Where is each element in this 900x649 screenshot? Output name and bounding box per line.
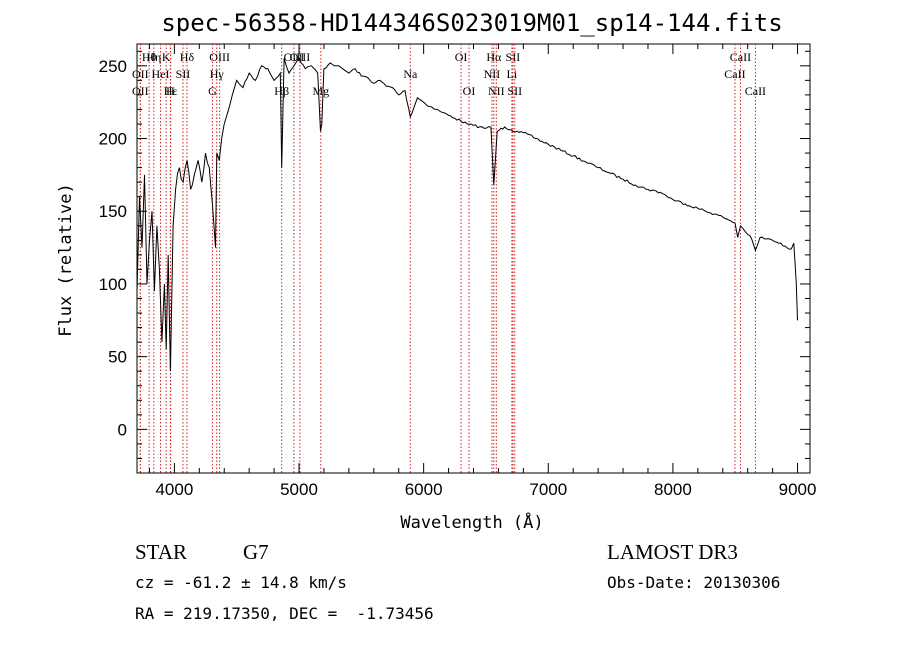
redshift-text: cz = -61.2 ± 14.8 km/s xyxy=(135,573,347,592)
spectral-line-label: H xyxy=(166,84,175,98)
x-tick-label: 8000 xyxy=(654,480,692,499)
spectral-line-label: Hα xyxy=(486,50,502,64)
spectral-line-label: OII xyxy=(132,84,149,98)
spectrum-line xyxy=(136,57,798,372)
y-tick-label: 100 xyxy=(99,275,127,294)
spectral-subclass: G7 xyxy=(243,540,269,564)
y-tick-label: 0 xyxy=(118,420,127,439)
spectral-line-label: OII xyxy=(132,67,149,81)
spectral-line-label: Mg xyxy=(312,84,329,98)
x-axis-ticks: 4000 5000 6000 7000 8000 9000 xyxy=(148,44,817,499)
x-tick-label: 5000 xyxy=(280,480,318,499)
spectral-line-label: OI xyxy=(455,50,468,64)
plot-frame xyxy=(136,43,811,474)
x-axis-label: Wavelength (Å) xyxy=(400,511,543,533)
spectral-line-label: Hγ xyxy=(210,67,225,81)
spectral-line-label: SII xyxy=(507,84,522,98)
spectral-line-label: K xyxy=(162,50,171,64)
y-tick-label: 250 xyxy=(99,57,127,76)
object-type: STAR xyxy=(135,540,187,564)
x-tick-label: 4000 xyxy=(155,480,193,499)
obs-date-text: Obs-Date: 20130306 xyxy=(607,573,781,592)
spectral-line-label: SII xyxy=(506,50,521,64)
chart-title: spec-56358-HD144346S023019M01_sp14-144.f… xyxy=(161,9,782,37)
spectral-line-label: OIII xyxy=(290,50,311,64)
spectral-line-label: NII xyxy=(484,67,501,81)
y-axis-label: Flux (relative) xyxy=(56,183,76,337)
spectral-line-label: Hη xyxy=(146,50,161,64)
y-axis-ticks: 0 50 100 150 200 250 xyxy=(99,50,810,459)
spectral-line-label: CaII xyxy=(724,67,745,81)
x-tick-label: 9000 xyxy=(779,480,817,499)
coordinates-text: RA = 219.17350, DEC = -1.73456 xyxy=(135,604,434,623)
spectral-line-label: CaII xyxy=(745,84,766,98)
spectral-line-label: Hδ xyxy=(180,50,195,64)
x-tick-label: 6000 xyxy=(405,480,443,499)
spectral-line-label: G xyxy=(208,84,217,98)
spectral-line-label: CaII xyxy=(730,50,751,64)
spectral-line-label: OI xyxy=(463,84,476,98)
spectral-line-label: Hβ xyxy=(274,84,289,98)
spectral-line-label: Hε xyxy=(164,84,178,98)
spectral-line-label: SII xyxy=(176,67,191,81)
spectral-line-label: Hθ xyxy=(142,50,157,64)
spectral-line-markers xyxy=(139,44,756,473)
survey-name: LAMOST DR3 xyxy=(607,540,738,564)
spectral-line-label: OIII xyxy=(209,50,230,64)
y-tick-label: 150 xyxy=(99,202,127,221)
spectral-line-label: Li xyxy=(507,67,518,81)
y-tick-label: 200 xyxy=(99,130,127,149)
x-tick-label: 7000 xyxy=(529,480,567,499)
spectral-line-label: Na xyxy=(403,67,418,81)
spectral-line-label: HeI xyxy=(152,67,170,81)
spectral-line-label: NII xyxy=(488,84,505,98)
y-tick-label: 50 xyxy=(108,348,127,367)
